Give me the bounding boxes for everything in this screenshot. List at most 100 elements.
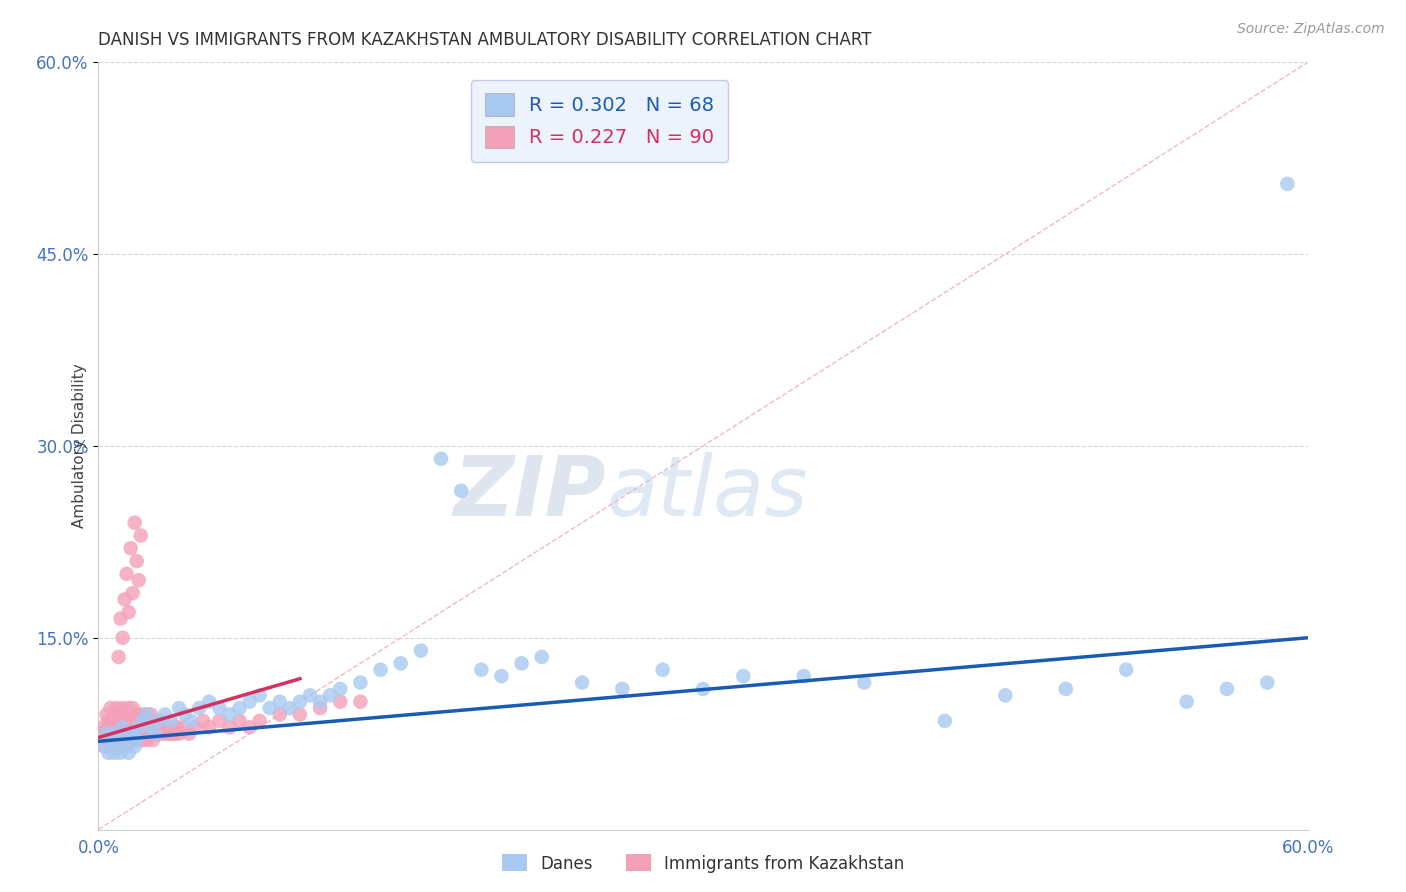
Legend: R = 0.302   N = 68, R = 0.227   N = 90: R = 0.302 N = 68, R = 0.227 N = 90 xyxy=(471,79,728,161)
Point xyxy=(259,701,281,715)
Point xyxy=(107,733,129,747)
Legend: Danes, Immigrants from Kazakhstan: Danes, Immigrants from Kazakhstan xyxy=(495,847,911,880)
Point xyxy=(160,726,183,740)
Point xyxy=(91,720,114,734)
Point xyxy=(121,586,143,600)
Point xyxy=(188,701,211,715)
Point xyxy=(174,707,197,722)
Point xyxy=(228,701,250,715)
Point xyxy=(124,739,146,754)
Point xyxy=(120,720,142,734)
Text: DANISH VS IMMIGRANTS FROM KAZAKHSTAN AMBULATORY DISABILITY CORRELATION CHART: DANISH VS IMMIGRANTS FROM KAZAKHSTAN AMB… xyxy=(98,31,872,49)
Point xyxy=(148,714,170,728)
Point xyxy=(103,739,125,754)
Point xyxy=(107,739,129,754)
Point xyxy=(309,695,332,709)
Point xyxy=(118,746,141,760)
Point xyxy=(134,714,156,728)
Point xyxy=(853,675,876,690)
Point xyxy=(142,714,165,728)
Point xyxy=(163,726,186,740)
Point xyxy=(139,707,162,722)
Point xyxy=(198,720,221,734)
Point xyxy=(105,726,128,740)
Point xyxy=(349,675,371,690)
Point xyxy=(118,726,141,740)
Point xyxy=(349,695,371,709)
Point xyxy=(114,739,136,754)
Point xyxy=(135,733,157,747)
Point xyxy=(319,689,342,703)
Point xyxy=(124,516,146,530)
Point xyxy=(1256,675,1278,690)
Point xyxy=(124,720,146,734)
Point xyxy=(218,720,240,734)
Point xyxy=(125,733,148,747)
Point xyxy=(121,726,143,740)
Point xyxy=(510,657,533,671)
Point xyxy=(278,701,301,715)
Point xyxy=(1216,681,1239,696)
Point xyxy=(93,739,115,754)
Point xyxy=(218,707,240,722)
Point xyxy=(530,649,553,664)
Point xyxy=(110,720,132,734)
Point xyxy=(97,720,120,734)
Point xyxy=(184,720,207,734)
Point xyxy=(167,701,190,715)
Point xyxy=(156,726,179,740)
Point xyxy=(107,649,129,664)
Point xyxy=(160,714,183,728)
Point xyxy=(1115,663,1137,677)
Point xyxy=(208,714,231,728)
Y-axis label: Ambulatory Disability: Ambulatory Disability xyxy=(72,364,87,528)
Point xyxy=(309,701,332,715)
Point xyxy=(105,701,128,715)
Point xyxy=(135,707,157,722)
Point xyxy=(114,726,136,740)
Point xyxy=(96,726,118,740)
Point xyxy=(180,714,202,728)
Point xyxy=(269,707,291,722)
Point xyxy=(208,701,231,715)
Point xyxy=(132,707,155,722)
Point xyxy=(107,714,129,728)
Point xyxy=(111,726,134,740)
Point xyxy=(125,726,148,740)
Point xyxy=(148,726,170,740)
Point xyxy=(115,707,138,722)
Point xyxy=(118,605,141,619)
Point xyxy=(733,669,755,683)
Point xyxy=(389,657,412,671)
Point xyxy=(409,643,432,657)
Point xyxy=(100,701,122,715)
Point xyxy=(143,726,166,740)
Point xyxy=(139,720,162,734)
Point xyxy=(125,554,148,568)
Point xyxy=(110,707,132,722)
Point xyxy=(93,739,115,754)
Point xyxy=(793,669,815,683)
Point xyxy=(115,566,138,581)
Point xyxy=(111,701,134,715)
Point xyxy=(239,695,262,709)
Point xyxy=(121,726,143,740)
Point xyxy=(142,733,165,747)
Point xyxy=(179,726,201,740)
Point xyxy=(120,733,142,747)
Point xyxy=(103,746,125,760)
Point xyxy=(111,720,134,734)
Point xyxy=(124,707,146,722)
Point xyxy=(114,714,136,728)
Point xyxy=(120,707,142,722)
Point xyxy=(96,707,118,722)
Point xyxy=(138,714,160,728)
Point xyxy=(134,726,156,740)
Point xyxy=(89,726,111,740)
Point xyxy=(146,720,169,734)
Point xyxy=(430,451,453,466)
Point xyxy=(491,669,513,683)
Point xyxy=(994,689,1017,703)
Point xyxy=(162,720,184,734)
Point xyxy=(152,726,174,740)
